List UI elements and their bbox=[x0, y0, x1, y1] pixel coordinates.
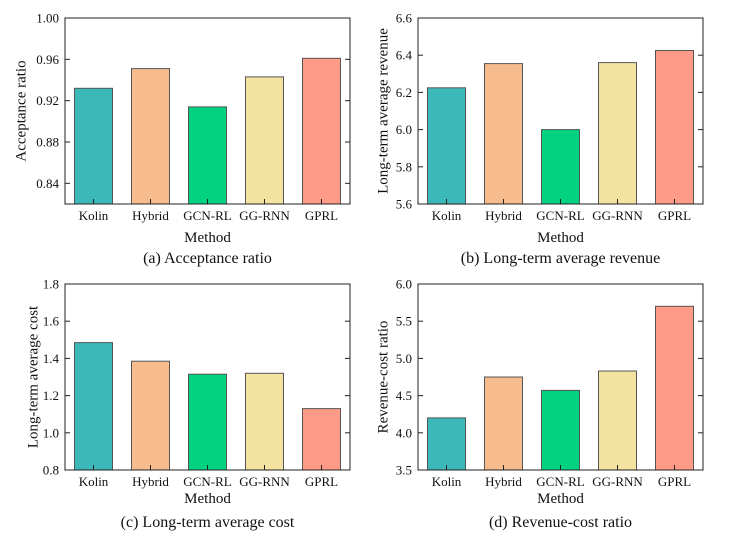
x-tick-label-kolin: Kolin bbox=[432, 474, 462, 489]
bar-revenue-cost-ratio-hybrid bbox=[484, 376, 523, 471]
bars-revenue-cost-ratio bbox=[427, 305, 694, 471]
y-axis-label-long-term-average-cost: Long-term average cost bbox=[25, 305, 41, 448]
y-tick-label: 5.0 bbox=[396, 351, 412, 366]
x-tick-label-kolin: Kolin bbox=[79, 208, 109, 223]
x-tick-label-gg-rnn: GG-RNN bbox=[592, 474, 643, 489]
y-tick-label: 6.6 bbox=[396, 11, 413, 26]
bar-long-term-average-revenue-hybrid bbox=[484, 63, 523, 205]
x-tick-label-gcn-rl: GCN-RL bbox=[183, 474, 231, 489]
x-tick-label-hybrid: Hybrid bbox=[485, 474, 522, 489]
x-ticks-long-term-average-revenue: Kolin Hybrid GCN-RL GG-RNN GPRL bbox=[432, 199, 691, 223]
bar-revenue-cost-ratio-kolin bbox=[427, 417, 466, 471]
bars-long-term-average-cost bbox=[74, 342, 341, 471]
bar-long-term-average-cost-gg-rnn bbox=[245, 372, 284, 471]
bar-acceptance-ratio-gcn-rl bbox=[188, 106, 227, 205]
bar-acceptance-ratio-gg-rnn bbox=[245, 76, 284, 205]
x-tick-label-gcn-rl: GCN-RL bbox=[536, 474, 584, 489]
chart-panel-acceptance-ratio: 0.84 0.88 0.92 0.96 1.00 Kolin Hybrid GCN-RL GG… bbox=[13, 11, 351, 267]
y-ticks-revenue-cost-ratio: 3.5 4.0 4.5 5.0 5.5 6.0 bbox=[396, 277, 703, 478]
bars-long-term-average-revenue bbox=[427, 50, 694, 205]
x-ticks-revenue-cost-ratio: Kolin Hybrid GCN-RL GG-RNN GPRL bbox=[432, 465, 691, 489]
bar-acceptance-ratio-gprl bbox=[302, 57, 341, 205]
x-tick-label-kolin: Kolin bbox=[79, 474, 109, 489]
y-tick-label: 1.00 bbox=[36, 11, 59, 26]
x-ticks-acceptance-ratio: Kolin Hybrid GCN-RL GG-RNN GPRL bbox=[79, 199, 338, 223]
bar-long-term-average-revenue-gprl bbox=[655, 50, 694, 205]
y-axis-label-long-term-average-revenue: Long-term average revenue bbox=[375, 28, 391, 194]
bars-acceptance-ratio bbox=[74, 57, 341, 205]
x-tick-label-gprl: GPRL bbox=[305, 474, 338, 489]
bar-long-term-average-cost-gprl bbox=[302, 408, 341, 471]
bar-revenue-cost-ratio-gcn-rl bbox=[541, 389, 580, 471]
x-axis-label-long-term-average-cost: Method bbox=[184, 491, 231, 507]
x-tick-label-gg-rnn: GG-RNN bbox=[592, 208, 643, 223]
x-tick-label-gprl: GPRL bbox=[658, 474, 691, 489]
caption-revenue-cost-ratio: (d) Revenue-cost ratio bbox=[489, 514, 632, 531]
y-tick-label: 1.0 bbox=[43, 425, 59, 440]
y-ticks-long-term-average-revenue: 5.6 5.8 6.0 6.2 6.4 6.6 bbox=[396, 11, 703, 212]
y-tick-label: 0.96 bbox=[36, 52, 59, 67]
y-tick-label: 4.0 bbox=[396, 425, 412, 440]
x-axis-label-acceptance-ratio: Method bbox=[184, 230, 231, 246]
x-tick-label-gg-rnn: GG-RNN bbox=[239, 474, 290, 489]
y-tick-label: 6.0 bbox=[396, 122, 412, 137]
x-tick-label-gg-rnn: GG-RNN bbox=[239, 208, 290, 223]
y-axis-label-revenue-cost-ratio: Revenue-cost ratio bbox=[375, 321, 391, 434]
y-tick-label: 5.8 bbox=[396, 159, 412, 174]
bar-long-term-average-cost-hybrid bbox=[131, 360, 170, 471]
caption-long-term-average-cost: (c) Long-term average cost bbox=[121, 514, 295, 531]
y-tick-label: 5.6 bbox=[396, 197, 413, 212]
y-tick-label: 0.8 bbox=[43, 463, 59, 478]
y-tick-label: 1.2 bbox=[43, 388, 59, 403]
x-axis-label-revenue-cost-ratio: Method bbox=[537, 491, 584, 507]
y-tick-label: 0.84 bbox=[36, 176, 59, 191]
chart-panel-revenue-cost-ratio: 3.5 4.0 4.5 5.0 5.5 6.0 Kolin Hybrid GCN-RL GG-R… bbox=[375, 277, 704, 531]
bar-acceptance-ratio-hybrid bbox=[131, 68, 170, 205]
chart-panel-long-term-average-cost: 0.8 1.0 1.2 1.4 1.6 1.8 Kolin Hybrid GCN-RL GG-R… bbox=[25, 277, 351, 531]
x-tick-label-hybrid: Hybrid bbox=[485, 208, 522, 223]
x-tick-label-gcn-rl: GCN-RL bbox=[183, 208, 231, 223]
y-tick-label: 4.5 bbox=[396, 388, 412, 403]
x-ticks-long-term-average-cost: Kolin Hybrid GCN-RL GG-RNN GPRL bbox=[79, 465, 338, 489]
bar-acceptance-ratio-kolin bbox=[74, 87, 113, 205]
x-tick-label-kolin: Kolin bbox=[432, 208, 462, 223]
y-tick-label: 1.8 bbox=[43, 277, 59, 292]
y-ticks-acceptance-ratio: 0.84 0.88 0.92 0.96 1.00 bbox=[36, 11, 350, 191]
bar-long-term-average-revenue-gg-rnn bbox=[598, 62, 637, 205]
y-axis-label-acceptance-ratio: Acceptance ratio bbox=[13, 60, 29, 161]
caption-acceptance-ratio: (a) Acceptance ratio bbox=[143, 250, 272, 267]
bar-long-term-average-cost-kolin bbox=[74, 342, 113, 471]
chart-panel-long-term-average-revenue: 5.6 5.8 6.0 6.2 6.4 6.6 Kolin Hybrid GCN-RL GG-R… bbox=[375, 11, 704, 267]
bar-revenue-cost-ratio-gg-rnn bbox=[598, 370, 637, 471]
y-tick-label: 0.88 bbox=[36, 135, 59, 150]
y-tick-label: 1.4 bbox=[43, 351, 60, 366]
caption-long-term-average-revenue: (b) Long-term average revenue bbox=[461, 250, 660, 267]
y-tick-label: 6.4 bbox=[396, 48, 413, 63]
bar-long-term-average-revenue-gcn-rl bbox=[541, 129, 580, 205]
x-tick-label-gcn-rl: GCN-RL bbox=[536, 208, 584, 223]
x-tick-label-gprl: GPRL bbox=[305, 208, 338, 223]
y-ticks-long-term-average-cost: 0.8 1.0 1.2 1.4 1.6 1.8 bbox=[43, 277, 350, 478]
bar-long-term-average-revenue-kolin bbox=[427, 87, 466, 205]
y-tick-label: 1.6 bbox=[43, 314, 60, 329]
x-axis-label-long-term-average-revenue: Method bbox=[537, 230, 584, 246]
y-tick-label: 5.5 bbox=[396, 314, 412, 329]
y-tick-label: 0.92 bbox=[36, 93, 59, 108]
x-tick-label-hybrid: Hybrid bbox=[132, 208, 169, 223]
x-tick-label-hybrid: Hybrid bbox=[132, 474, 169, 489]
y-tick-label: 3.5 bbox=[396, 463, 412, 478]
x-tick-label-gprl: GPRL bbox=[658, 208, 691, 223]
bar-revenue-cost-ratio-gprl bbox=[655, 305, 694, 471]
y-tick-label: 6.0 bbox=[396, 277, 412, 292]
bar-long-term-average-cost-gcn-rl bbox=[188, 373, 227, 471]
y-tick-label: 6.2 bbox=[396, 85, 412, 100]
